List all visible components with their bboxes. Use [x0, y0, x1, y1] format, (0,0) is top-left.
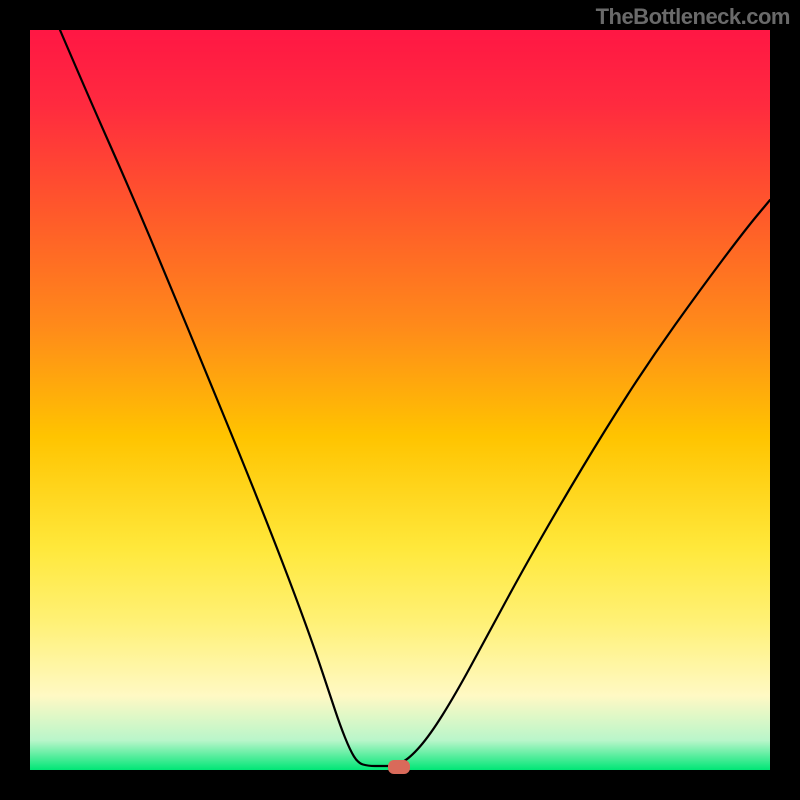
watermark-text: TheBottleneck.com — [596, 4, 790, 30]
chart-svg — [0, 0, 800, 800]
bottleneck-chart: TheBottleneck.com — [0, 0, 800, 800]
optimal-point-marker — [388, 760, 410, 774]
gradient-background — [30, 30, 770, 770]
